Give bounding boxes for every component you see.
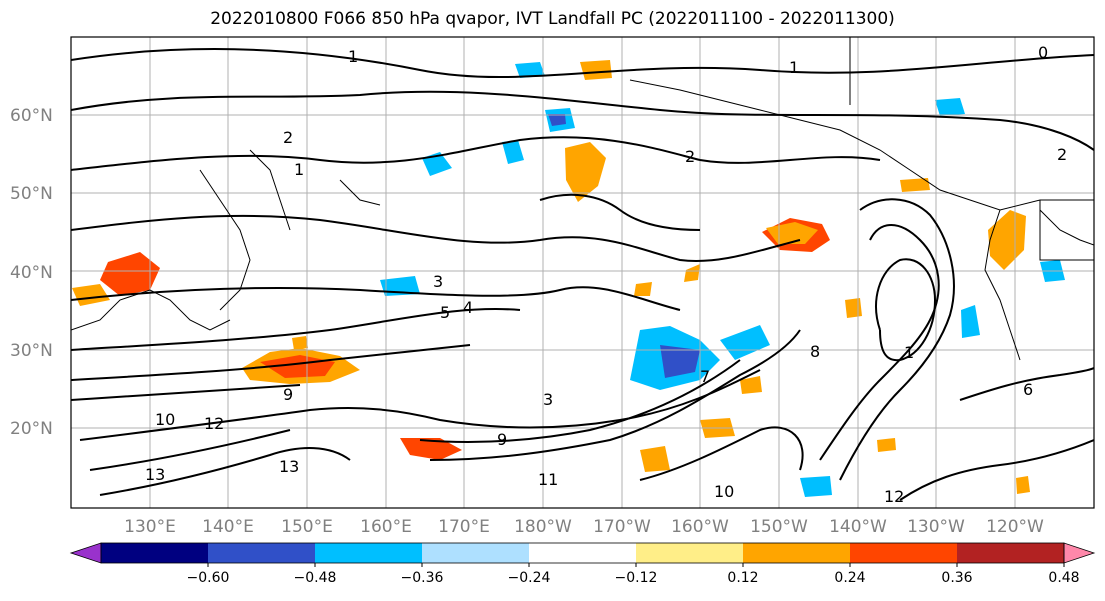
lon-label: 140°W xyxy=(829,517,887,537)
contour-label: 1 xyxy=(348,47,358,66)
map-frame xyxy=(70,36,1095,509)
colorbar-tick-label: 0.48 xyxy=(1048,570,1079,586)
colorbar-tick-label: 0.24 xyxy=(834,570,865,586)
lon-label: 150°W xyxy=(750,517,808,537)
colorbar xyxy=(69,542,1096,564)
contour-label: 10 xyxy=(714,482,734,501)
colorbar-swatch xyxy=(315,543,423,563)
contour-label: 2 xyxy=(685,147,695,166)
contour-label: 13 xyxy=(145,465,165,484)
colorbar-extend-left xyxy=(69,542,102,564)
colorbar-swatch xyxy=(957,543,1065,563)
colorbar-swatch xyxy=(636,543,744,563)
lat-label-30n: 30°N xyxy=(10,341,53,361)
colorbar-extend-right xyxy=(1063,542,1096,564)
lon-label: 130°E xyxy=(124,517,176,537)
colorbar-tick-label: −0.48 xyxy=(294,570,337,586)
contour-label: 9 xyxy=(283,385,293,404)
contour-labels: 1 1 1 2 2 2 3 3 4 5 6 7 8 9 9 10 10 11 1… xyxy=(145,43,1067,506)
colorbar-swatch xyxy=(208,543,316,563)
graticule xyxy=(71,37,1094,508)
longitude-labels: 130°E 140°E 150°E 160°E 170°E 180°W 170°… xyxy=(124,517,1044,537)
contour-label: 4 xyxy=(463,298,473,317)
lon-label: 130°W xyxy=(907,517,965,537)
contour-label: 6 xyxy=(1023,380,1033,399)
lon-label: 180°W xyxy=(514,517,572,537)
lon-label: 170°W xyxy=(593,517,651,537)
lon-label: 120°W xyxy=(986,517,1044,537)
colorbar-tick-label: 0.36 xyxy=(941,570,972,586)
contour-label: 5 xyxy=(440,303,450,322)
contour-label: 13 xyxy=(279,457,299,476)
lon-label: 170°E xyxy=(438,517,490,537)
lat-label-60n: 60°N xyxy=(10,106,53,126)
lat-label-40n: 40°N xyxy=(10,263,53,283)
lon-label: 160°E xyxy=(360,517,412,537)
colorbar-tick-label: −0.12 xyxy=(615,570,658,586)
contour-label: 2 xyxy=(1057,145,1067,164)
colorbar-tick-label: −0.24 xyxy=(508,570,551,586)
lon-label: 160°W xyxy=(671,517,729,537)
colorbar-swatch xyxy=(743,543,851,563)
contour-label: 3 xyxy=(543,390,553,409)
contour-label: 2 xyxy=(283,128,293,147)
colorbar-swatch xyxy=(529,543,637,563)
lon-label: 150°E xyxy=(281,517,333,537)
contour-label: 3 xyxy=(433,272,443,291)
colorbar-tick-label: −0.60 xyxy=(187,570,230,586)
lon-label: 140°E xyxy=(202,517,254,537)
colorbar-tick-label: 0.12 xyxy=(727,570,758,586)
contour-label: 1 xyxy=(294,160,304,179)
contour-label: 7 xyxy=(700,367,710,386)
contour-label: 10 xyxy=(155,410,175,429)
ivt-contours xyxy=(71,48,1094,501)
contour-label: 9 xyxy=(497,430,507,449)
contour-label: 12 xyxy=(884,487,904,506)
latitude-labels: 60°N 50°N 40°N 30°N 20°N xyxy=(10,106,53,439)
colorbar-swatch xyxy=(422,543,530,563)
coastlines xyxy=(71,37,1094,361)
colorbar-tick-label: −0.36 xyxy=(401,570,444,586)
contour-label: 8 xyxy=(810,342,820,361)
borders xyxy=(1039,209,1094,246)
contour-label: 0 xyxy=(1038,43,1048,62)
colorbar-border xyxy=(100,542,1065,564)
contour-label: 12 xyxy=(204,414,224,433)
contour-label: 11 xyxy=(538,470,558,489)
lat-label-20n: 20°N xyxy=(10,419,53,439)
map-title: 2022010800 F066 850 hPa qvapor, IVT Land… xyxy=(210,9,895,29)
colorbar-swatch xyxy=(850,543,958,563)
contour-label: 1 xyxy=(904,343,914,362)
colorbar-ticks: −0.60 −0.48 −0.36 −0.24 −0.12 0.12 0.24 0.36 0.4… xyxy=(187,563,1080,586)
contour-label: 1 xyxy=(789,58,799,77)
lat-label-50n: 50°N xyxy=(10,184,53,204)
colorbar-swatch xyxy=(101,543,209,563)
